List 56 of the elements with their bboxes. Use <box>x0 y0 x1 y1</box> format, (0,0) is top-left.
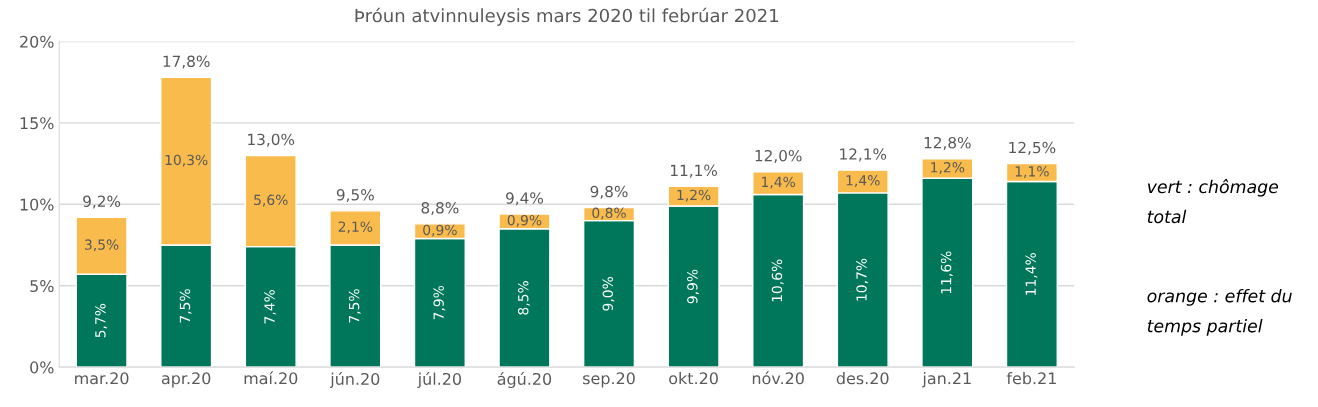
total-label: 12,8% <box>924 136 971 150</box>
x-tick-label: ágú.20 <box>497 371 552 389</box>
data-label: 1,1% <box>1015 166 1049 179</box>
total-label: 9,8% <box>590 185 628 199</box>
data-label: 1,2% <box>931 162 965 174</box>
x-tick-label: júl.20 <box>417 371 462 389</box>
data-label: 7,4% <box>264 290 277 324</box>
data-label: 7,5% <box>179 289 192 323</box>
total-label: 11,1% <box>671 164 718 178</box>
data-label: 5,6% <box>254 194 288 207</box>
data-label: 9,0% <box>602 276 615 311</box>
total-label: 9,5% <box>336 188 374 203</box>
total-label: 9,2% <box>83 195 121 209</box>
data-label: 1,4% <box>762 176 796 189</box>
data-label: 7,9% <box>433 285 446 320</box>
total-label: 9,4% <box>506 192 544 206</box>
x-tick-label: sep.20 <box>583 372 635 388</box>
data-label: 3,5% <box>85 239 119 252</box>
x-tick-label: apr.20 <box>161 372 211 388</box>
text: orange : effet du temps partiel <box>1147 288 1292 336</box>
total-label: 12,1% <box>840 148 887 162</box>
x-tick-label: feb.21 <box>1006 371 1056 385</box>
total-label: 12,0% <box>755 149 802 164</box>
data-label: 1,2% <box>677 189 711 202</box>
data-label: 5,7% <box>95 303 108 338</box>
x-tick-label: okt.20 <box>669 371 718 385</box>
total-label: 12,5% <box>1009 141 1056 155</box>
data-label: 0,9% <box>423 224 457 237</box>
data-label: 10,7% <box>856 258 869 301</box>
data-label: 0,9% <box>507 214 542 227</box>
x-tick-label: jan.21 <box>922 371 971 388</box>
data-label: 0,8% <box>592 207 626 220</box>
y-tick-label: 10% <box>20 198 54 211</box>
data-label: 10,6% <box>771 259 784 302</box>
x-tick-label: des.20 <box>836 371 889 385</box>
x-tick-label: maí.20 <box>244 371 298 385</box>
total-label: 13,0% <box>248 133 295 147</box>
data-label: 2,1% <box>338 221 373 234</box>
x-tick-label: nóv.20 <box>752 371 804 385</box>
y-tick-label: 0% <box>30 361 54 374</box>
data-label: 11,6% <box>940 251 953 294</box>
data-label: 7,5% <box>348 289 361 323</box>
data-label: 9,9% <box>687 269 700 304</box>
chart-title: Þróun atvinnuleysis mars 2020 til febrúar 2021 <box>355 7 779 26</box>
y-tick-label: 5% <box>30 279 54 293</box>
data-label: 1,4% <box>846 175 880 187</box>
y-tick-label: 15% <box>20 117 54 130</box>
x-tick-label: jún.20 <box>329 371 380 389</box>
data-label: 11,4% <box>1025 253 1038 295</box>
data-label: 8,5% <box>517 281 530 315</box>
x-tick-label: mar.20 <box>75 372 129 385</box>
total-label: 17,8% <box>163 55 210 69</box>
text: vert : chômage total <box>1147 179 1279 224</box>
data-label: 10,3% <box>165 154 208 167</box>
y-tick-label: 20% <box>20 35 54 48</box>
total-label: 8,8% <box>421 202 459 216</box>
